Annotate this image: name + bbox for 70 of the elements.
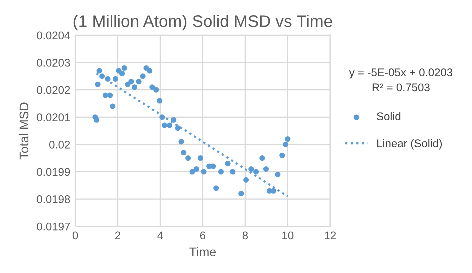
point [194, 166, 200, 172]
y-tick-label: 0.0203 [37, 59, 70, 67]
point [275, 172, 281, 178]
y-axis-title: Total MSD [19, 102, 29, 160]
point [171, 117, 177, 123]
point [218, 169, 224, 175]
x-tick-label: 4 [158, 232, 164, 240]
point [140, 74, 146, 80]
point [96, 68, 102, 74]
point [198, 156, 204, 162]
point [144, 65, 150, 72]
point [244, 177, 250, 183]
point [122, 65, 128, 72]
point [248, 166, 254, 172]
point [253, 169, 260, 175]
point [147, 68, 153, 74]
y-tick-label: 0.0198 [37, 196, 70, 204]
text: y = -5E-05x + 0.0203 [349, 68, 453, 79]
x-tick-label: 2 [115, 232, 121, 240]
point [105, 76, 111, 82]
point [119, 70, 126, 76]
point [167, 122, 173, 128]
point [230, 169, 236, 175]
x-tick-label: 0 [72, 232, 78, 240]
y-tick-label: 0.0201 [37, 114, 70, 122]
x-tick-label: 8 [242, 232, 248, 240]
point [214, 186, 220, 192]
point [136, 79, 142, 85]
y-tick-label: 0.0202 [37, 86, 70, 94]
point [154, 87, 160, 93]
point [100, 74, 106, 80]
point [108, 92, 114, 98]
point [181, 150, 187, 156]
text: R² = 0.7503 [372, 84, 430, 92]
point [175, 126, 181, 132]
legend-label: Linear (Solid) [378, 139, 442, 150]
point [210, 164, 216, 170]
y-tick-label: 0.0197 [37, 222, 70, 231]
point [238, 191, 244, 197]
point [125, 82, 131, 88]
point [160, 114, 166, 120]
legend-label: Solid [377, 112, 401, 121]
point [112, 76, 118, 82]
point [201, 169, 207, 175]
point [190, 169, 196, 175]
point [263, 166, 270, 172]
point [94, 117, 100, 123]
point [280, 152, 286, 158]
point [150, 84, 156, 90]
point [225, 161, 231, 167]
y-tick-label: 0.0199 [37, 168, 70, 176]
point [157, 98, 163, 104]
point [110, 104, 116, 110]
point [285, 136, 291, 142]
x-tick-label: 10 [282, 232, 294, 240]
point [102, 92, 108, 98]
y-tick-label: 0.0204 [37, 32, 70, 40]
chart-title: (1 Million Atom) Solid MSD vs Time [74, 15, 332, 31]
x-tick-label: 12 [325, 232, 336, 240]
point [178, 139, 184, 145]
point [128, 79, 134, 85]
y-tick-label: 0.02 [49, 140, 70, 149]
x-tick-label: 6 [200, 232, 206, 240]
point [186, 156, 192, 162]
point [260, 156, 266, 162]
point [95, 82, 101, 88]
point [132, 84, 138, 90]
point [283, 142, 289, 148]
point [162, 122, 168, 128]
x-axis-title: Time [190, 247, 216, 257]
